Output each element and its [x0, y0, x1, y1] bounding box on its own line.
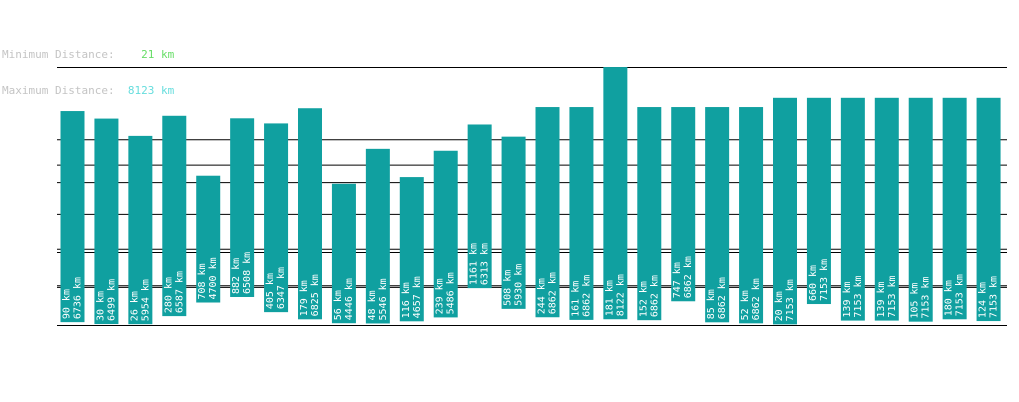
bar-6-min-label: 882 km	[231, 258, 242, 294]
bar-19-max-label: 6862 km	[683, 256, 694, 298]
bar-15-max-label: 6862 km	[548, 272, 559, 314]
bar-24-min-label: 139 km	[842, 281, 853, 317]
bar-14-max-label: 5930 km	[514, 264, 525, 306]
bar-11-min-label: 116 km	[401, 282, 412, 318]
bar-15-min-label: 244 km	[537, 278, 548, 314]
bar-22-min-label: 20 km	[774, 291, 785, 321]
bar-8	[298, 108, 322, 320]
bar-26-max-label: 7153 km	[921, 277, 932, 319]
bar-1	[60, 111, 85, 323]
bar-13-max-label: 6313 km	[480, 243, 491, 285]
bar-21-max-label: 6862 km	[751, 278, 762, 320]
bar-3	[128, 135, 153, 325]
bar-23	[806, 97, 831, 305]
bar-3-min-label: 26 km	[129, 291, 140, 321]
bar-10-max-label: 5546 km	[378, 278, 389, 320]
bar-9-min-label: 56 km	[333, 290, 344, 320]
bar-5-max-label: 4700 km	[208, 257, 219, 299]
bar-16-min-label: 161 km	[570, 281, 581, 317]
bar-18-max-label: 6862 km	[649, 275, 660, 317]
bar-9	[331, 183, 356, 324]
bar-3-max-label: 5954 km	[140, 279, 151, 321]
min-distance-row: Minimum Distance: 21 km	[2, 49, 174, 61]
min-distance-label: Minimum Distance:	[2, 48, 115, 61]
bar-12-min-label: 239 km	[435, 278, 446, 314]
bar-24	[840, 97, 865, 321]
bar-11-max-label: 4657 km	[412, 276, 423, 318]
bar-7-max-label: 6347 km	[276, 267, 287, 309]
bar-19	[671, 107, 696, 302]
bar-27	[942, 97, 967, 320]
bar-21-min-label: 52 km	[740, 290, 751, 320]
bar-23-max-label: 7153 km	[819, 259, 830, 301]
bar-4-min-label: 280 km	[163, 277, 174, 313]
bar-5	[196, 175, 221, 303]
bar-10-min-label: 48 km	[367, 290, 378, 320]
bar-25	[874, 97, 899, 321]
bar-26	[908, 97, 933, 322]
min-distance-value: 21 km	[141, 48, 175, 61]
bar-26-min-label: 105 km	[910, 283, 921, 319]
bar-20-min-label: 85 km	[706, 289, 717, 319]
bar-2-min-label: 30 km	[95, 291, 106, 321]
bar-16-max-label: 6862 km	[581, 275, 592, 317]
bar-14	[501, 136, 526, 309]
bar-13-min-label: 1161 km	[469, 243, 480, 285]
bar-13	[467, 124, 492, 289]
bar-15	[535, 107, 560, 318]
bar-6-max-label: 6508 km	[242, 252, 253, 294]
bar-28-max-label: 7153 km	[989, 276, 1000, 318]
bar-7	[264, 123, 289, 313]
bar-17	[603, 67, 628, 320]
bar-22-max-label: 7153 km	[785, 279, 796, 321]
bar-2-max-label: 6499 km	[106, 279, 117, 321]
bar-27-min-label: 180 km	[944, 280, 955, 316]
bar-12	[433, 150, 458, 318]
bar-18-min-label: 152 km	[638, 281, 649, 317]
bar-12-max-label: 5486 km	[446, 272, 457, 314]
bar-8-max-label: 6825 km	[310, 274, 321, 316]
bar-20	[705, 107, 730, 323]
bar-17-max-label: 8122 km	[615, 274, 626, 316]
max-distance-label: Maximum Distance:	[2, 84, 115, 97]
distance-stats: Minimum Distance: 21 km Maximum Distance…	[2, 25, 174, 109]
bar-1-max-label: 6736 km	[73, 277, 84, 319]
bar-23-min-label: 660 km	[808, 265, 819, 301]
bar-19-min-label: 747 km	[672, 262, 683, 298]
max-distance-row: Maximum Distance: 8123 km	[2, 85, 174, 97]
bar-17-min-label: 181 km	[604, 280, 615, 316]
bar-21	[739, 107, 764, 324]
bar-28-min-label: 124 km	[978, 282, 989, 318]
max-distance-value: 8123 km	[127, 84, 175, 97]
bar-4	[162, 115, 187, 317]
bar-9-max-label: 4446 km	[344, 278, 355, 320]
bar-1-min-label: 90 km	[62, 289, 73, 319]
bar-16	[569, 107, 594, 320]
bar-27-max-label: 7153 km	[955, 274, 966, 316]
bar-14-min-label: 508 km	[503, 270, 514, 306]
bar-4-max-label: 6587 km	[174, 271, 185, 313]
bar-25-max-label: 7153 km	[887, 275, 898, 317]
bar-10	[365, 148, 390, 324]
bar-18	[637, 107, 662, 321]
bar-22	[773, 97, 797, 325]
bar-8-min-label: 179 km	[299, 280, 310, 316]
bar-28	[976, 97, 1001, 322]
bar-11	[399, 177, 424, 322]
bar-20-max-label: 6862 km	[717, 277, 728, 319]
bar-25-min-label: 139 km	[876, 281, 887, 317]
bar-5-min-label: 708 km	[197, 263, 208, 299]
bar-2	[94, 118, 119, 325]
bar-6	[230, 118, 255, 297]
bar-24-max-label: 7153 km	[853, 275, 864, 317]
bar-7-min-label: 405 km	[265, 273, 276, 309]
